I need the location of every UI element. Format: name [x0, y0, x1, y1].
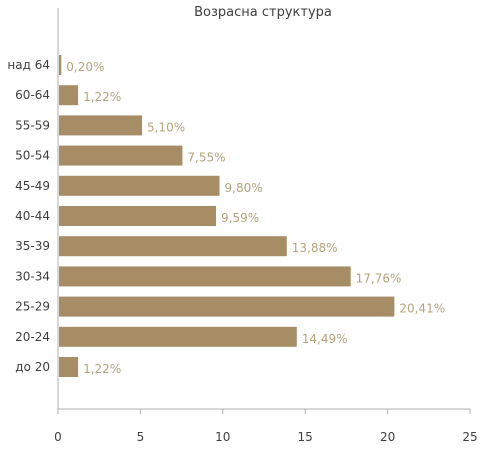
bar	[59, 115, 143, 136]
category-label: 60-64	[15, 88, 50, 102]
category-label: до 20	[15, 360, 50, 374]
x-tick-label: 15	[298, 430, 313, 444]
category-label: 35-39	[15, 239, 50, 253]
category-label: над 64	[7, 58, 50, 72]
category-label: 55-59	[15, 118, 50, 132]
bars-layer	[59, 55, 395, 377]
x-tick-label: 10	[215, 430, 230, 444]
bar	[59, 357, 79, 377]
x-tick-labels: 0 5 10 15 20 25	[54, 430, 477, 444]
x-tick-label: 20	[380, 430, 395, 444]
category-label: 20-24	[15, 330, 50, 344]
value-label: 7,55%	[187, 151, 225, 165]
category-label: 30-34	[15, 269, 50, 283]
value-label: 9,59%	[221, 211, 259, 225]
x-tick-label: 5	[137, 430, 145, 444]
category-label: 40-44	[15, 209, 50, 223]
bar	[59, 326, 297, 347]
axes	[57, 8, 471, 414]
value-label: 9,80%	[225, 181, 263, 195]
value-label: 1,22%	[83, 362, 121, 376]
value-label: 17,76%	[356, 271, 402, 285]
bar	[59, 266, 351, 287]
category-labels: над 64 60-64 55-59 50-54 45-49 40-44 35-39 30-3…	[7, 58, 50, 374]
value-label: 5,10%	[147, 120, 185, 134]
x-tick-label: 0	[54, 430, 62, 444]
category-label: 25-29	[15, 300, 50, 314]
value-labels: 0,20% 1,22% 5,10% 7,55% 9,80% 9,59% 13,88% 17,7…	[66, 60, 445, 376]
category-label: 45-49	[15, 179, 50, 193]
bar	[59, 55, 62, 75]
value-label: 20,41%	[399, 302, 445, 316]
bar	[59, 85, 79, 106]
chart-title: Возрасна структура	[194, 5, 332, 20]
bar	[59, 145, 183, 166]
x-tick-label: 25	[462, 430, 477, 444]
bar	[59, 206, 217, 226]
value-label: 1,22%	[83, 90, 121, 104]
value-label: 13,88%	[292, 241, 338, 255]
value-label: 0,20%	[66, 60, 104, 74]
category-label: 50-54	[15, 149, 50, 163]
bar	[59, 296, 395, 317]
bar	[59, 236, 287, 257]
bar	[59, 175, 220, 196]
value-label: 14,49%	[302, 332, 348, 346]
